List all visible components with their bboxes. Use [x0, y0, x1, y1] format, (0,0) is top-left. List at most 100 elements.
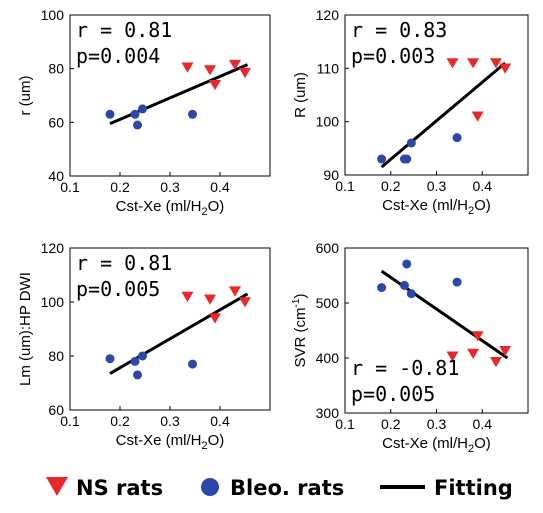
x-tick-label: 0.2 — [381, 178, 401, 194]
ns-rat-point — [204, 294, 216, 305]
stat-p: p=0.005 — [76, 277, 160, 301]
y-tick-label: 60 — [48, 402, 64, 418]
legend: NS rats Bleo. rats Fitting — [46, 476, 513, 500]
y-tick-label: 120 — [316, 7, 340, 23]
ns-rat-point — [467, 58, 480, 69]
x-axis-label: Cst-Xe (ml/H2O) — [382, 435, 491, 455]
fitting-line — [380, 61, 507, 169]
stat-r: r = 0.83 — [351, 18, 447, 42]
ns-rat-point — [209, 313, 221, 324]
bleo-rat-point — [130, 356, 140, 366]
stat-p: p=0.003 — [351, 44, 435, 68]
bleo-rat-point — [188, 359, 197, 369]
legend-ns-marker — [46, 477, 68, 496]
y-tick-label: 110 — [317, 60, 340, 76]
scatter-panel-1: 0.1 0.2 0.3 0.4 40 60 80 100 Cst-Xe (ml/H2O) r (u… — [17, 7, 271, 218]
bleo-rat-point — [133, 370, 142, 380]
y-tick-label: 100 — [316, 114, 340, 130]
y-tick-label: 600 — [316, 240, 340, 256]
y-tick-label: 90 — [323, 167, 339, 183]
x-tick-label: 0.1 — [60, 179, 80, 195]
bleo-rat-point — [406, 138, 416, 148]
legend-label: Bleo. rats — [230, 476, 344, 500]
stat-r: r = -0.81 — [351, 356, 459, 380]
bleo-rat-point — [138, 104, 147, 114]
x-tick-label: 0.3 — [160, 179, 180, 195]
y-tick-label: 40 — [48, 168, 64, 184]
y-tick-label: 100 — [41, 294, 65, 310]
scatter-panel-2: 0.1 0.2 0.3 0.4 90 100 110 120 Cst-Xe (ml/H2O) R … — [292, 7, 529, 217]
legend-label: Fitting — [434, 476, 513, 500]
ns-rat-point — [204, 65, 216, 76]
x-tick-label: 0.4 — [210, 179, 230, 195]
y-tick-label: 400 — [316, 350, 340, 366]
legend-item-fit: Fitting — [380, 476, 513, 500]
x-tick-label: 0.3 — [160, 413, 180, 429]
stat-p: p=0.004 — [76, 44, 160, 68]
x-axis-label: Cst-Xe (ml/H2O) — [116, 198, 225, 218]
x-tick-label: 0.3 — [427, 178, 447, 194]
bleo-rat-point — [130, 109, 140, 119]
panel-grid: 0.1 0.2 0.3 0.4 40 60 80 100 Cst-Xe (ml/H2O) r (u… — [17, 7, 529, 455]
y-axis-label: Lm (um):HP DWI — [17, 272, 34, 386]
ns-rat-point — [229, 59, 241, 71]
bleo-rat-point — [399, 280, 409, 290]
x-tick-label: 0.2 — [110, 413, 130, 429]
x-tick-label: 0.1 — [335, 416, 355, 432]
bleo-rat-point — [377, 154, 387, 164]
ns-rat-point — [489, 58, 502, 69]
scatter-panel-4: 0.1 0.2 0.3 0.4 300 400 500 600 Cst-Xe (ml/H2O) S… — [291, 240, 529, 455]
x-tick-label: 0.3 — [427, 416, 447, 432]
stat-r: r = 0.81 — [76, 18, 172, 42]
ns-rat-point — [489, 357, 502, 368]
bleo-rat-point — [452, 133, 462, 143]
y-tick-label: 60 — [48, 114, 64, 130]
legend-item-ns: NS rats — [46, 476, 163, 500]
ns-rat-point — [471, 331, 484, 342]
y-tick-label: 80 — [48, 61, 64, 77]
ns-rat-point — [239, 297, 251, 308]
x-tick-label: 0.2 — [110, 179, 130, 195]
ns-rat-point — [181, 291, 194, 302]
x-tick-label: 0.1 — [60, 413, 80, 429]
stat-r: r = 0.81 — [76, 251, 172, 275]
ns-rat-point — [446, 58, 459, 69]
x-tick-label: 0.1 — [335, 178, 355, 194]
ns-rat-point — [229, 286, 241, 297]
x-tick-label: 0.4 — [210, 413, 230, 429]
y-tick-label: 80 — [48, 348, 64, 364]
scatter-panel-3: 0.1 0.2 0.3 0.4 60 80 100 120 Cst-Xe (ml/H2O) Lm … — [17, 240, 271, 452]
bleo-rat-point — [138, 351, 147, 361]
bleo-rat-point — [105, 354, 115, 364]
y-axis-label: r (um) — [17, 76, 34, 116]
stat-p: p=0.005 — [351, 382, 435, 406]
y-axis-label: R (um) — [292, 72, 309, 118]
y-tick-label: 100 — [41, 7, 65, 23]
ns-rat-point — [239, 67, 251, 79]
legend-label: NS rats — [76, 476, 163, 500]
legend-item-bleo: Bleo. rats — [201, 476, 344, 500]
y-axis-label: SVR (cm-1) — [291, 294, 309, 368]
legend-bleo-marker — [201, 478, 219, 496]
bleo-rat-point — [402, 154, 412, 164]
ns-rat-point — [209, 79, 221, 91]
bleo-rat-point — [133, 120, 142, 130]
x-tick-label: 0.4 — [473, 178, 493, 194]
bleo-rat-point — [188, 109, 197, 119]
bleo-rat-point — [406, 289, 416, 299]
bleo-rat-point — [452, 277, 462, 287]
x-tick-label: 0.2 — [381, 416, 401, 432]
ns-rat-point — [181, 62, 194, 73]
bleo-rat-point — [402, 259, 412, 269]
x-axis-label: Cst-Xe (ml/H2O) — [382, 197, 491, 217]
ns-rat-point — [499, 346, 512, 357]
x-axis-label: Cst-Xe (ml/H2O) — [116, 432, 225, 452]
ns-rat-point — [446, 351, 459, 362]
ns-rat-point — [467, 348, 480, 359]
y-tick-label: 300 — [316, 405, 340, 421]
bleo-rat-point — [105, 109, 115, 119]
x-tick-label: 0.4 — [473, 416, 493, 432]
y-tick-label: 500 — [316, 295, 340, 311]
ns-rat-point — [499, 63, 512, 74]
